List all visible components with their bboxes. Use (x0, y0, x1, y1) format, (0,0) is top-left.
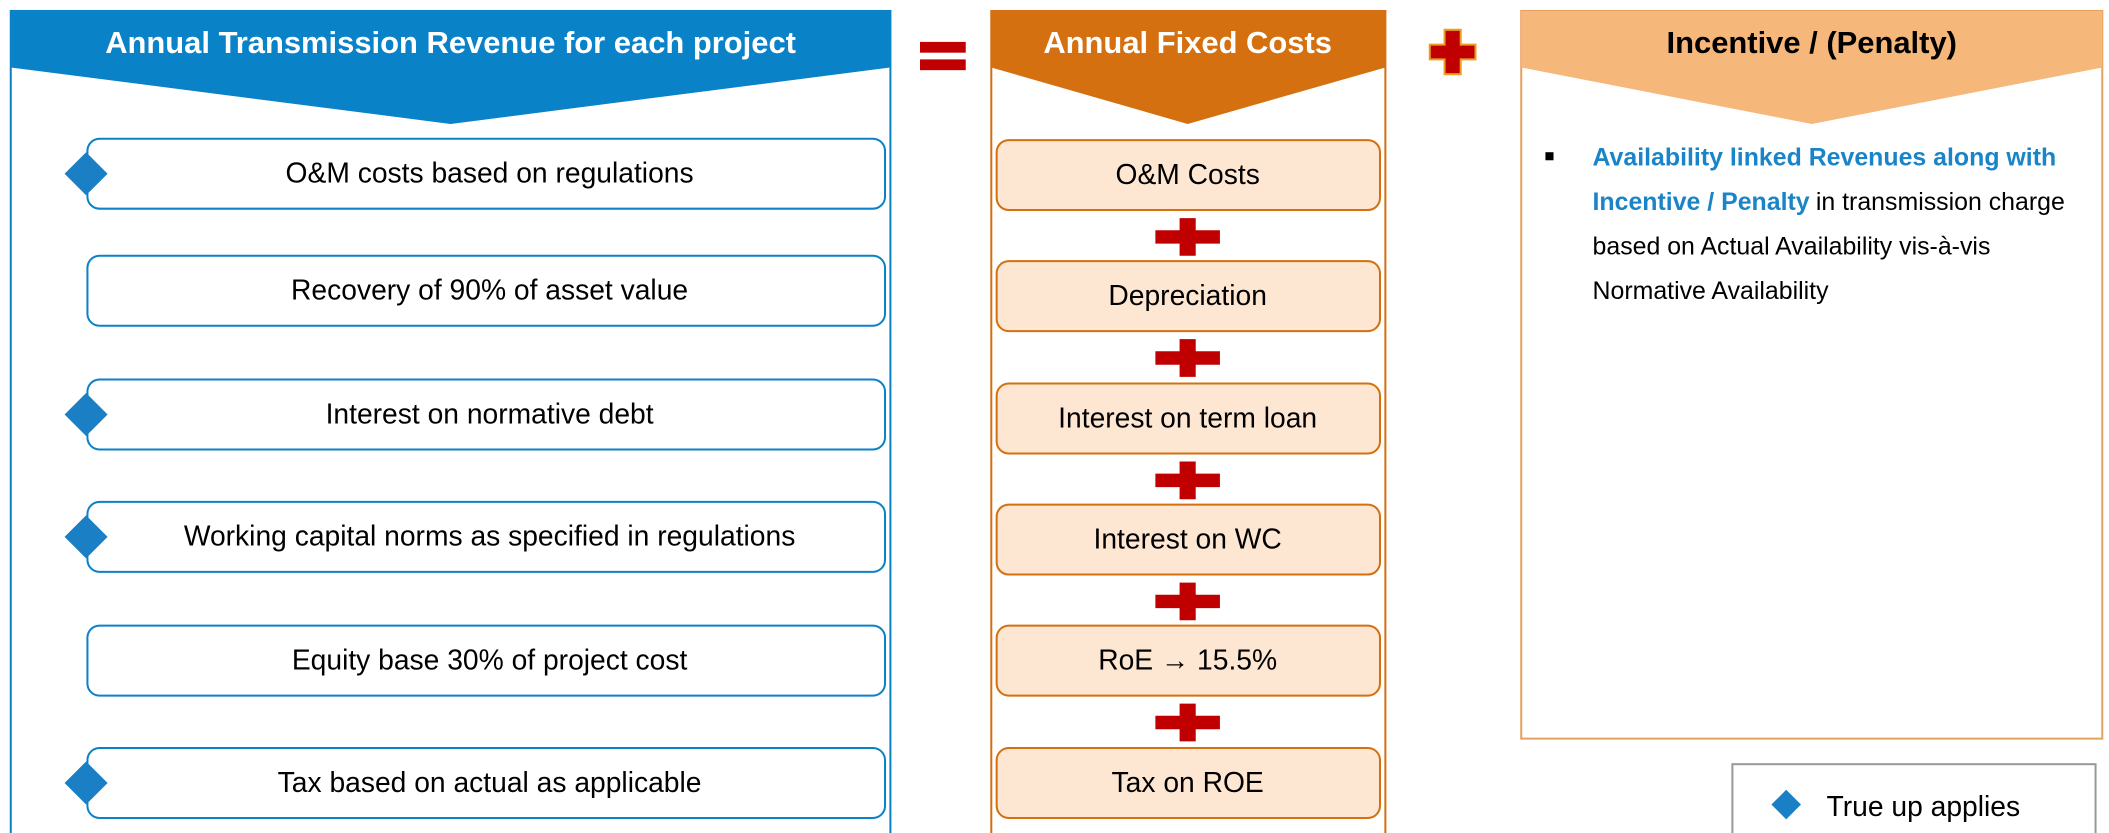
middle-item-label: RoE → 15.5% (1098, 643, 1277, 675)
left-header (10, 10, 891, 124)
left-item-label: Recovery of 90% of asset value (291, 274, 688, 306)
left-item-label: O&M costs based on regulations (286, 157, 694, 189)
bullet-marker (1545, 152, 1554, 161)
left-title: Annual Transmission Revenue for each pro… (105, 25, 796, 60)
middle-item-box (995, 382, 1382, 455)
right-title: Incentive / (Penalty) (1667, 25, 1957, 60)
bullet-highlight: Availability linked Revenues along with … (1592, 142, 2057, 216)
plus-sign (1155, 339, 1220, 377)
middle-item-box (995, 260, 1382, 333)
left-item-label: Equity base 30% of project cost (292, 643, 688, 675)
middle-item-label: Tax on ROE (1112, 766, 1264, 798)
left-item-box (86, 624, 887, 697)
bullet-box: Availability linked Revenues along with … (1593, 135, 2084, 313)
middle-item-label: Depreciation (1108, 279, 1267, 311)
equals-sign (919, 41, 966, 53)
plus-sign (1155, 218, 1220, 256)
middle-item-label: Interest on WC (1094, 522, 1282, 554)
left-item-label: Working capital norms as specified in re… (184, 520, 796, 552)
middle-item-box (995, 139, 1382, 212)
bullet-rest: in transmission charge based on Actual A… (1592, 187, 2065, 305)
middle-items: O&M Costs Depreciation Interest on term lo… (995, 139, 1382, 819)
left-items: O&M costs based on regulations Recovery o… (64, 137, 887, 819)
plus-sign (1155, 582, 1220, 621)
plus-sign (1155, 461, 1220, 500)
plus-sign (1155, 703, 1220, 742)
middle-item-box (995, 503, 1382, 576)
equals-sign (919, 59, 966, 71)
middle-item-label: O&M Costs (1115, 158, 1259, 190)
plus-sign (1428, 28, 1477, 76)
legend-label: True up applies (1827, 790, 2021, 822)
middle-item-label: Interest on term loan (1058, 401, 1317, 433)
left-item-box (86, 254, 887, 327)
bullet-text: Availability linked Revenues along with … (1593, 135, 2084, 313)
left-item-label: Tax based on actual as applicable (278, 766, 702, 798)
middle-item-box (995, 624, 1382, 697)
middle-title: Annual Fixed Costs (1043, 25, 1332, 60)
left-item-label: Interest on normative debt (326, 397, 654, 429)
middle-item-box (995, 747, 1382, 819)
middle-header (991, 10, 1386, 124)
